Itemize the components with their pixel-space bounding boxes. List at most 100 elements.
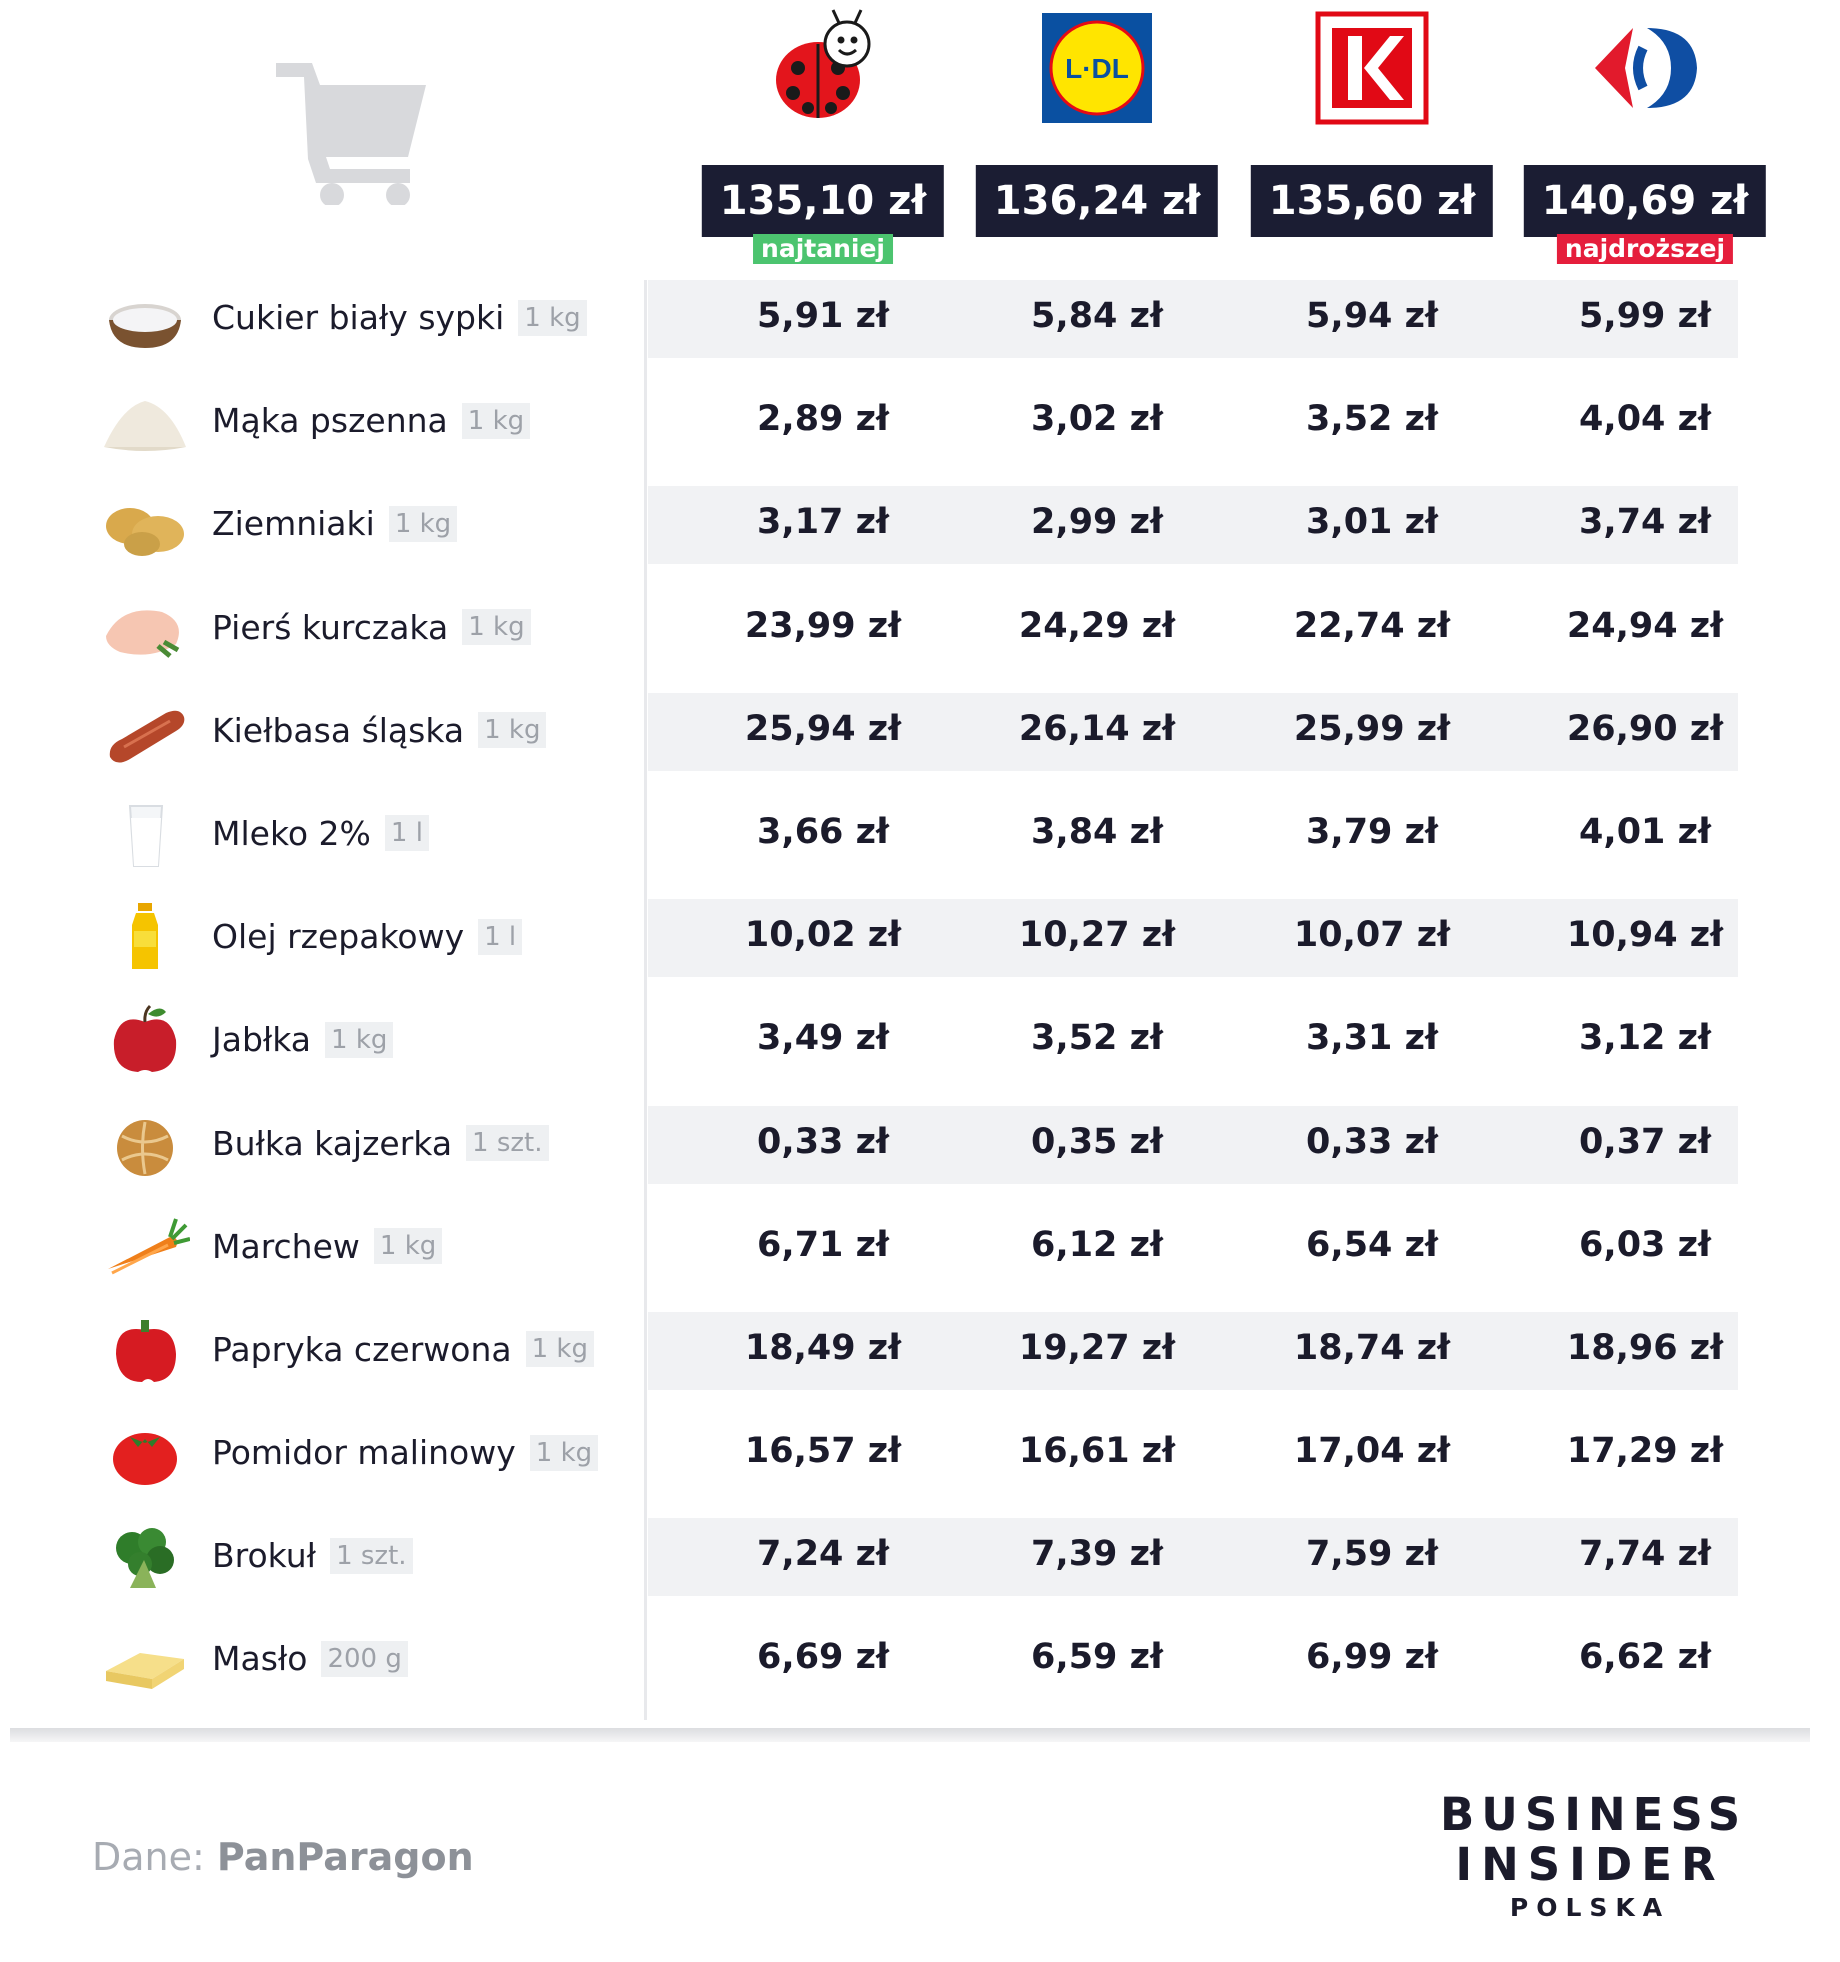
price-lidl: 3,52 zł <box>1031 1018 1163 1059</box>
brand-line-3: POLSKA <box>1509 1893 1671 1922</box>
milk-glass-icon <box>128 804 164 867</box>
price-biedronka: 23,99 zł <box>744 605 902 646</box>
lidl-logo: L·DL <box>1042 13 1152 123</box>
product-row: Jabłka 1 kg 3,49 zł 3,52 zł 3,31 zł 3,12 zł <box>0 1002 1840 1105</box>
price-carrefour: 0,37 zł <box>1579 1121 1711 1162</box>
product-row: Masło 200 g 6,69 zł 6,59 zł 6,99 zł 6,62 zł <box>0 1621 1840 1724</box>
butter-icon <box>106 1653 184 1690</box>
price-biedronka: 18,49 zł <box>744 1327 902 1368</box>
store-column-biedronka: 135,10 zł najtaniej <box>701 0 945 280</box>
price-biedronka: 25,94 zł <box>744 708 902 749</box>
product-unit-badge: 200 g <box>321 1640 408 1677</box>
oil-bottle-icon <box>132 903 158 970</box>
price-carrefour: 6,03 zł <box>1579 1224 1711 1265</box>
price-kaufland: 17,04 zł <box>1293 1431 1451 1472</box>
price-carrefour: 5,99 zł <box>1579 296 1711 336</box>
price-lidl: 5,84 zł <box>1031 296 1163 336</box>
tomato-icon <box>113 1433 177 1486</box>
price-kaufland: 25,99 zł <box>1293 708 1451 749</box>
footer-separator <box>10 1728 1810 1742</box>
product-name-cell: Mąka pszenna 1 kg <box>212 401 531 440</box>
product-name-cell: Olej rzepakowy 1 l <box>212 917 523 956</box>
price-lidl: 7,39 zł <box>1031 1534 1163 1575</box>
price-kaufland: 6,99 zł <box>1306 1637 1438 1678</box>
store-total-carrefour: 140,69 zł <box>1523 165 1767 237</box>
price-biedronka: 5,91 zł <box>757 296 889 336</box>
svg-text:L·DL: L·DL <box>1065 53 1129 84</box>
price-row-background <box>648 899 1738 978</box>
store-column-lidl: L·DL 136,24 zł <box>975 0 1219 280</box>
price-carrefour: 17,29 zł <box>1566 1431 1724 1472</box>
price-lidl: 3,02 zł <box>1031 399 1163 440</box>
sugar-bowl-icon <box>109 304 181 348</box>
product-row: Pomidor malinowy 1 kg 16,57 zł 16,61 zł 17,0… <box>0 1415 1840 1518</box>
price-biedronka: 2,89 zł <box>757 399 889 440</box>
price-carrefour: 3,74 zł <box>1579 502 1711 543</box>
product-unit-badge: 1 kg <box>325 1021 394 1058</box>
product-name-cell: Marchew 1 kg <box>212 1227 443 1266</box>
price-row-background <box>648 1311 1738 1390</box>
product-unit-badge: 1 kg <box>388 505 458 542</box>
price-biedronka: 0,33 zł <box>757 1121 889 1162</box>
price-biedronka: 6,69 zł <box>757 1637 889 1678</box>
product-row: Ziemniaki 1 kg 3,17 zł 2,99 zł 3,01 zł 3,74 z… <box>0 486 1840 589</box>
price-lidl: 0,35 zł <box>1031 1121 1163 1162</box>
product-name: Ziemniaki <box>212 504 375 544</box>
store-total-biedronka: 135,10 zł <box>701 165 945 237</box>
product-name: Kiełbasa śląska <box>212 710 465 750</box>
source-name: PanParagon <box>216 1835 474 1879</box>
price-lidl: 24,29 zł <box>1018 605 1176 646</box>
column-divider <box>644 280 647 1720</box>
most-expensive-badge: najdroższej <box>1556 234 1734 264</box>
product-name: Bułka kajzerka <box>212 1123 453 1163</box>
cheapest-badge: najtaniej <box>753 234 893 264</box>
price-kaufland: 10,07 zł <box>1293 915 1451 956</box>
price-lidl: 6,12 zł <box>1031 1224 1163 1265</box>
product-unit-badge: 1 l <box>478 918 523 955</box>
product-row: Marchew 1 kg 6,71 zł 6,12 zł 6,54 zł 6,03 zł <box>0 1209 1840 1312</box>
price-kaufland: 3,31 zł <box>1306 1018 1438 1059</box>
brand-line-1: BUSINESS <box>1440 1788 1748 1841</box>
price-table: Cukier biały sypki 1 kg 5,91 zł 5,84 zł 5,94… <box>0 280 1840 1725</box>
price-lidl: 26,14 zł <box>1018 708 1176 749</box>
price-biedronka: 6,71 zł <box>757 1224 889 1265</box>
product-name-cell: Pomidor malinowy 1 kg <box>212 1433 599 1473</box>
product-name: Jabłka <box>212 1020 312 1060</box>
product-row: Olej rzepakowy 1 l 10,02 zł 10,27 zł 10,07 z… <box>0 899 1840 1002</box>
price-carrefour: 7,74 zł <box>1579 1534 1711 1575</box>
price-carrefour: 24,94 zł <box>1566 605 1724 646</box>
product-row: Kiełbasa śląska 1 kg 25,94 zł 26,14 zł 25,99… <box>0 692 1840 796</box>
price-row-background <box>648 692 1738 771</box>
kaufland-logo <box>1315 11 1429 125</box>
price-kaufland: 5,94 zł <box>1306 296 1438 336</box>
product-unit-badge: 1 kg <box>461 402 531 439</box>
price-carrefour: 3,12 zł <box>1579 1018 1711 1059</box>
carrot-icon <box>108 1218 190 1275</box>
price-kaufland: 0,33 zł <box>1306 1121 1438 1162</box>
product-name-cell: Masło 200 g <box>212 1639 408 1678</box>
red-pepper-icon <box>116 1319 176 1382</box>
chicken-breast-icon <box>106 609 180 658</box>
price-carrefour: 4,04 zł <box>1579 399 1711 440</box>
price-row-background <box>648 486 1738 565</box>
business-insider-logo: BUSINESS INSIDER POLSKA <box>1440 1790 1740 1926</box>
product-name-cell: Pierś kurczaka 1 kg <box>212 608 531 647</box>
price-lidl: 10,27 zł <box>1018 915 1176 956</box>
price-lidl: 3,84 zł <box>1031 811 1163 852</box>
product-unit-badge: 1 kg <box>518 299 587 336</box>
product-name-cell: Cukier biały sypki 1 kg <box>212 298 587 337</box>
price-row-background <box>648 1105 1738 1184</box>
product-row: Brokuł 1 szt. 7,24 zł 7,39 zł 7,59 zł 7,74 zł <box>0 1518 1840 1621</box>
product-name: Cukier biały sypki <box>212 298 505 337</box>
product-unit-badge: 1 kg <box>462 609 531 646</box>
shopping-cart-icon <box>276 63 426 205</box>
product-name: Pomidor malinowy <box>212 1433 516 1473</box>
product-unit-badge: 1 kg <box>529 1434 599 1471</box>
product-name: Pierś kurczaka <box>212 607 449 647</box>
carrefour-logo <box>1595 28 1697 108</box>
product-name-cell: Jabłka 1 kg <box>212 1020 394 1060</box>
product-row: Mąka pszenna 1 kg 2,89 zł 3,02 zł 3,52 zł 4,0… <box>0 383 1840 486</box>
product-name: Brokuł <box>212 1536 317 1576</box>
price-carrefour: 18,96 zł <box>1566 1327 1724 1368</box>
price-biedronka: 3,17 zł <box>757 502 889 543</box>
